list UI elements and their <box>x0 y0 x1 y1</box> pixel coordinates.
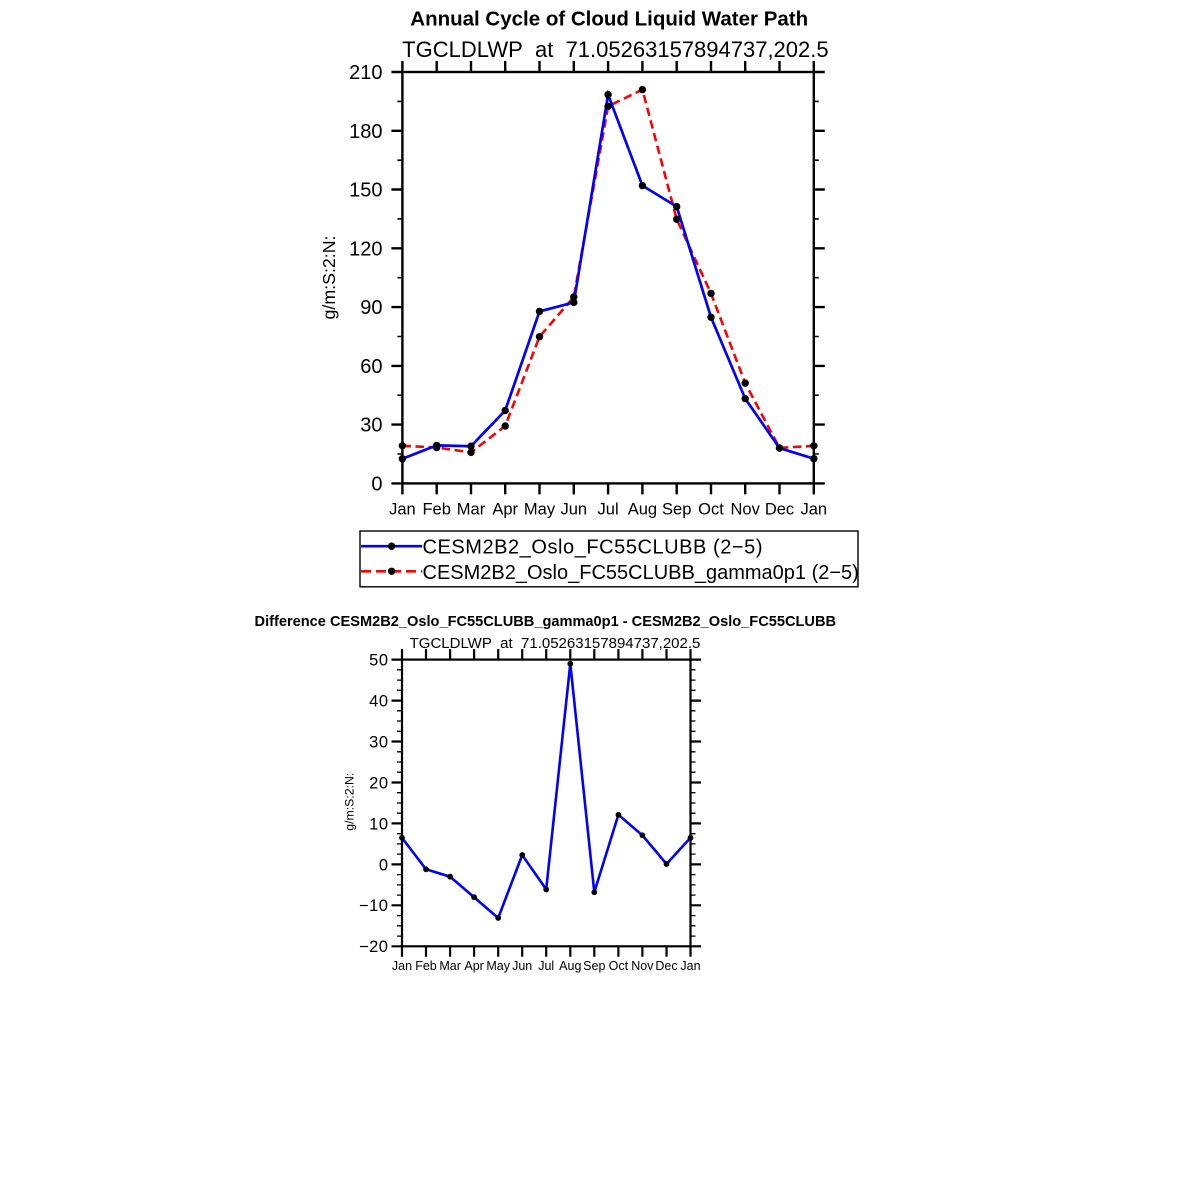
svg-text:g/m:S:2:N:: g/m:S:2:N: <box>343 773 357 831</box>
svg-text:180: 180 <box>349 121 382 143</box>
svg-text:Mar: Mar <box>457 501 486 519</box>
svg-text:Jun: Jun <box>560 501 587 519</box>
svg-text:Aug: Aug <box>628 501 657 519</box>
svg-text:Jan: Jan <box>392 959 412 973</box>
svg-text:Feb: Feb <box>422 501 450 519</box>
svg-text:20: 20 <box>369 774 388 792</box>
svg-text:40: 40 <box>369 693 388 711</box>
svg-text:Mar: Mar <box>439 959 461 973</box>
svg-text:Jul: Jul <box>538 959 554 973</box>
svg-text:Sep: Sep <box>662 501 691 519</box>
svg-text:Aug: Aug <box>559 959 581 973</box>
svg-text:May: May <box>486 959 510 973</box>
svg-text:Jun: Jun <box>512 959 532 973</box>
svg-text:Oct: Oct <box>609 959 629 973</box>
svg-text:30: 30 <box>369 733 388 751</box>
svg-text:0: 0 <box>379 856 389 874</box>
svg-text:90: 90 <box>360 297 382 319</box>
svg-text:50: 50 <box>369 652 388 670</box>
svg-text:CESM2B2_Oslo_FC55CLUBB_gamma0p: CESM2B2_Oslo_FC55CLUBB_gamma0p1 (2−5) <box>423 562 859 584</box>
svg-text:30: 30 <box>360 415 382 437</box>
svg-text:150: 150 <box>349 180 382 202</box>
svg-text:Apr: Apr <box>492 501 518 519</box>
svg-text:−10: −10 <box>359 897 389 915</box>
svg-text:Nov: Nov <box>731 501 761 519</box>
svg-text:10: 10 <box>369 815 388 833</box>
svg-text:0: 0 <box>371 474 382 496</box>
svg-text:Dec: Dec <box>765 501 794 519</box>
svg-text:Jul: Jul <box>598 501 619 519</box>
svg-text:Jan: Jan <box>389 501 416 519</box>
svg-text:210: 210 <box>349 62 382 84</box>
svg-text:−20: −20 <box>359 938 389 956</box>
svg-text:g/m:S:2:N:: g/m:S:2:N: <box>319 236 339 320</box>
svg-text:Apr: Apr <box>464 959 483 973</box>
svg-text:Annual Cycle of Cloud Liquid W: Annual Cycle of Cloud Liquid Water Path <box>410 8 808 31</box>
svg-text:TGCLDLWP at 71.0526315789473: TGCLDLWP at 71.05263157894737,202.5 <box>402 37 828 62</box>
svg-text:TGCLDLWP at 71.0526315789473: TGCLDLWP at 71.05263157894737,202.5 <box>410 635 701 652</box>
svg-text:Oct: Oct <box>698 501 724 519</box>
svg-text:Jan: Jan <box>680 959 700 973</box>
svg-text:Dec: Dec <box>655 959 677 973</box>
svg-text:Sep: Sep <box>583 959 605 973</box>
svg-text:Feb: Feb <box>415 959 437 973</box>
svg-text:120: 120 <box>349 238 382 260</box>
svg-text:May: May <box>524 501 556 519</box>
svg-text:Nov: Nov <box>631 959 654 973</box>
svg-text:Difference CESM2B2_Oslo_FC55CL: Difference CESM2B2_Oslo_FC55CLUBB_gamma0… <box>255 614 836 630</box>
svg-text:CESM2B2_Oslo_FC55CLUBB (2−5): CESM2B2_Oslo_FC55CLUBB (2−5) <box>423 536 764 558</box>
svg-text:60: 60 <box>360 356 382 378</box>
svg-text:Jan: Jan <box>800 501 827 519</box>
